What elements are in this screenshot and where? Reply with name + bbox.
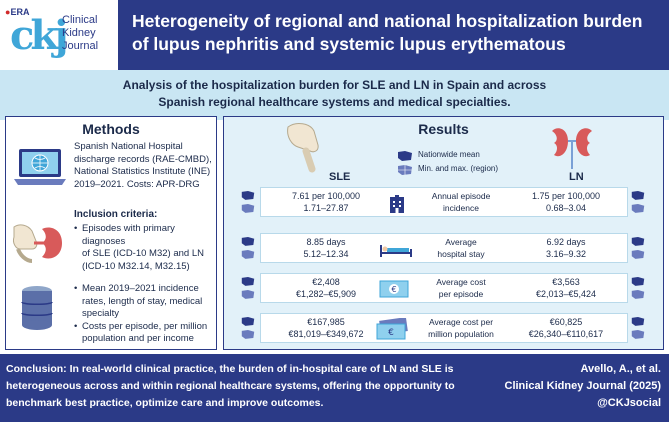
metric-label: Average cost per episode	[436, 277, 486, 299]
banknote-icon: €	[379, 280, 409, 298]
methods-panel: Methods Spanish National Hospital discha…	[5, 116, 217, 350]
spain-regions-map-icon	[631, 290, 645, 299]
spain-map-icon	[631, 237, 645, 246]
spain-map-icon	[631, 317, 645, 326]
result-row-incidence: 7.61 per 100,000 1.71–27.87 Annual episod…	[260, 187, 628, 217]
header-banner: ●ERA ckj Clinical Kidney Journal Heterog…	[0, 0, 669, 70]
legend: Nationwide mean Min. and max. (region)	[396, 148, 498, 176]
spain-regions-map-icon	[631, 250, 645, 259]
laptop-globe-icon	[14, 149, 66, 185]
ln-value: 6.92 days 3.16–9.32	[545, 237, 587, 259]
banknotes-stack-icon: €	[376, 318, 408, 340]
metric-label: Average hospital stay	[437, 237, 485, 259]
ln-value: €60,825 €26,340–€110,617	[528, 317, 604, 339]
results-heading: Results	[418, 121, 469, 137]
metric-label: Annual episode incidence	[431, 191, 491, 213]
joint-kidney-icon	[13, 224, 62, 263]
spain-regions-map-icon	[241, 250, 255, 259]
outcomes-list: Mean 2019–2021 incidence rates, length o…	[74, 283, 216, 346]
sle-value: €2,408 €1,282–€5,909	[295, 277, 357, 299]
spain-map-icon	[241, 317, 255, 326]
era-logo: ●ERA	[5, 7, 30, 17]
result-row-cost-per-episode: €2,408 €1,282–€5,909 € Average cost per ep…	[260, 273, 628, 303]
spain-map-icon	[631, 277, 645, 286]
spain-map-icon	[241, 277, 255, 286]
spain-map-icon	[398, 150, 412, 161]
result-row-hospital-stay: 8.85 days 5.12–12.34 Average hospital stay…	[260, 233, 628, 263]
legend-item: Min. and max. (region)	[396, 162, 498, 176]
ln-value: 1.75 per 100,000 0.68–3.04	[531, 191, 601, 213]
hospital-bed-icon	[380, 245, 412, 257]
spain-regions-map-icon	[241, 330, 255, 339]
hip-joint-icon	[287, 123, 319, 173]
footer-banner: Conclusion: In real-world clinical pract…	[0, 354, 669, 422]
spain-regions-map-icon	[241, 290, 255, 299]
sle-value: 7.61 per 100,000 1.71–27.87	[291, 191, 361, 213]
list-item: Episodes with primary diagnoses of SLE (…	[74, 223, 216, 273]
data-sources-text: Spanish National Hospital discharge reco…	[74, 141, 212, 190]
sle-value: 8.85 days 5.12–12.34	[303, 237, 349, 259]
kidneys-icon	[552, 128, 592, 169]
citation[interactable]: Avello, A., et al. Clinical Kidney Journ…	[491, 361, 662, 412]
ln-value: €3,563 €2,013–€5,424	[535, 277, 597, 299]
spain-map-icon	[241, 191, 255, 200]
methods-heading: Methods	[82, 121, 140, 137]
journal-name: Clinical Kidney Journal	[62, 14, 99, 52]
ln-column-header: LN	[569, 171, 584, 183]
spain-map-icon	[631, 191, 645, 200]
result-row-cost-per-million: €167,985 €81,019–€349,672 € Average cost …	[260, 313, 628, 343]
subtitle: Analysis of the hospitalization burden f…	[122, 78, 547, 109]
journal-logo[interactable]: ●ERA ckj Clinical Kidney Journal	[0, 0, 118, 70]
spain-regions-map-icon	[398, 164, 412, 175]
sle-value: €167,985 €81,019–€349,672	[288, 317, 364, 339]
spain-regions-map-icon	[631, 330, 645, 339]
ckj-logo-mark: ckj	[10, 12, 69, 59]
inclusion-heading: Inclusion criteria:	[74, 209, 158, 220]
svg-text:€: €	[391, 285, 396, 294]
page-title: Heterogeneity of regional and national h…	[132, 11, 643, 54]
legend-item: Nationwide mean	[396, 148, 498, 162]
metric-label: Average cost per million population	[428, 317, 494, 339]
spain-regions-map-icon	[631, 204, 645, 213]
list-item: Costs per episode, per million populatio…	[74, 321, 216, 346]
spain-map-icon	[241, 237, 255, 246]
hospital-icon	[390, 195, 404, 213]
database-icon	[21, 286, 53, 330]
sle-column-header: SLE	[329, 171, 351, 183]
results-panel: Results Nationwide mean Min. and max. (r…	[223, 116, 664, 350]
subtitle-band: Analysis of the hospitalization burden f…	[0, 70, 669, 120]
inclusion-list: Episodes with primary diagnoses of SLE (…	[74, 223, 216, 273]
list-item: Mean 2019–2021 incidence rates, length o…	[74, 283, 216, 321]
conclusion-text: Conclusion: In real-world clinical pract…	[6, 363, 455, 409]
spain-regions-map-icon	[241, 204, 255, 213]
svg-text:€: €	[388, 328, 394, 338]
social-handle-link[interactable]: @CKJsocial	[597, 397, 661, 409]
